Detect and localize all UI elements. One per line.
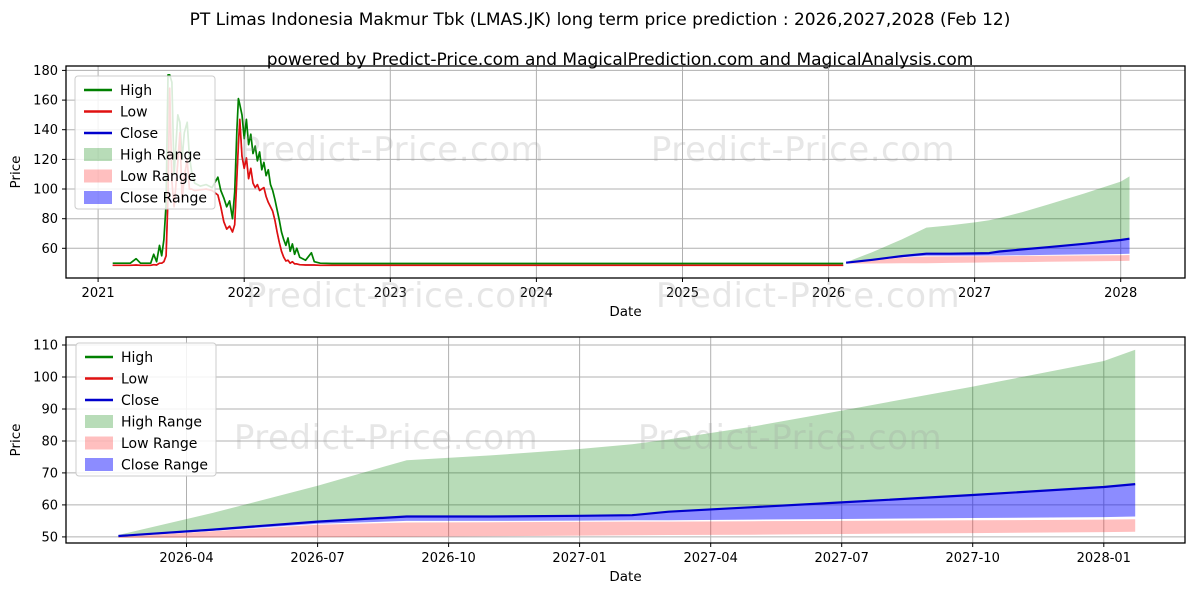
y-tick-label: 140 xyxy=(33,123,58,138)
figure-title: PT Limas Indonesia Makmur Tbk (LMAS.JK) … xyxy=(189,10,1011,30)
x-tick-label: 2026-07 xyxy=(290,551,344,566)
y-tick-label: 160 xyxy=(33,94,58,109)
high-range-area xyxy=(118,349,1136,536)
gridlines xyxy=(66,66,1185,278)
y-tick-label: 120 xyxy=(33,153,58,168)
y-tick-label: 90 xyxy=(41,403,58,418)
x-tick-label: 2023 xyxy=(374,286,407,301)
plot-border xyxy=(65,336,1186,544)
legend-box xyxy=(75,342,217,477)
prediction-detail-chart: 2026-04 2026-07 2026-10 2027-01 2027-04 2027-… xyxy=(8,336,1186,585)
x-tick-label: 2021 xyxy=(82,286,115,301)
y-tick-label: 100 xyxy=(33,371,58,386)
tick-labels: 2021 2022 2023 2024 2025 2026 2027 2028 60 80 100 1… xyxy=(33,64,1137,301)
x-tick-label: 2027-10 xyxy=(946,551,1000,566)
y-tick-label: 70 xyxy=(41,466,58,481)
legend-label: Low xyxy=(121,372,149,388)
x-axis-label: Date xyxy=(609,569,641,585)
legend-label: Close Range xyxy=(120,191,207,207)
legend: High Low Close High Range Low Range Close Ran… xyxy=(75,342,217,477)
close-range-area xyxy=(118,484,1136,537)
legend-patch-swatch xyxy=(84,169,112,183)
legend-patch-swatch xyxy=(84,191,112,204)
high-line xyxy=(112,74,844,265)
legend-label: High Range xyxy=(121,415,202,431)
x-tick-label: 2027 xyxy=(958,286,991,301)
x-tick-label: 2026-10 xyxy=(421,551,475,566)
y-tick-label: 80 xyxy=(41,435,58,450)
axis-ticks xyxy=(62,69,1122,282)
y-tick-label: 60 xyxy=(41,498,58,513)
gridlines xyxy=(66,337,1185,543)
legend-label: Low Range xyxy=(121,436,197,452)
x-tick-label: 2025 xyxy=(666,286,699,301)
y-tick-label: 50 xyxy=(41,530,58,545)
full-history-with-prediction-chart: 2021 2022 2023 2024 2025 2026 2027 2028 60 80 100 1… xyxy=(8,64,1186,320)
x-tick-label: 2027-04 xyxy=(684,551,738,566)
plot-border xyxy=(65,65,1186,279)
legend-box xyxy=(74,75,216,210)
x-tick-label: 2022 xyxy=(228,286,261,301)
x-tick-label: 2028 xyxy=(1104,286,1137,301)
x-tick-label: 2028-01 xyxy=(1077,551,1131,566)
low-range-area xyxy=(118,519,1136,538)
close-range-area xyxy=(846,238,1130,263)
low-range-area xyxy=(846,255,1130,264)
x-tick-label: 2027-01 xyxy=(552,551,606,566)
x-axis-label: Date xyxy=(609,304,641,320)
tick-labels: 2026-04 2026-07 2026-10 2027-01 2027-04 2027-… xyxy=(33,339,1131,567)
legend-label: High Range xyxy=(120,148,201,164)
legend-label: Close Range xyxy=(121,458,208,474)
y-tick-label: 80 xyxy=(41,212,58,227)
legend-patch-swatch xyxy=(84,148,112,161)
y-tick-label: 110 xyxy=(33,339,58,354)
y-tick-label: 180 xyxy=(33,64,58,79)
legend-label: Low xyxy=(120,105,148,121)
legend-label: High xyxy=(120,83,152,99)
legend-label: Close xyxy=(120,126,158,142)
y-tick-label: 100 xyxy=(33,183,58,198)
legend-patch-swatch xyxy=(85,415,113,428)
legend-patch-swatch xyxy=(85,458,113,471)
close-prediction-line xyxy=(845,237,1130,264)
x-tick-label: 2026 xyxy=(812,286,845,301)
x-tick-label: 2027-07 xyxy=(815,551,869,566)
x-tick-label: 2026-04 xyxy=(159,551,213,566)
legend-patch-swatch xyxy=(85,436,113,450)
y-tick-label: 60 xyxy=(41,242,58,257)
axis-ticks xyxy=(62,344,1105,547)
legend-label: Close xyxy=(121,393,159,409)
legend-label: Low Range xyxy=(120,169,196,185)
close-prediction-line xyxy=(118,483,1136,538)
y-axis-label: Price xyxy=(8,424,24,457)
high-range-area xyxy=(846,176,1130,263)
figure-subtitle: powered by Predict-Price.com and Magical… xyxy=(266,50,974,70)
legend-label: High xyxy=(121,350,153,366)
legend: High Low Close High Range Low Range Close Ran… xyxy=(74,75,216,210)
y-axis-label: Price xyxy=(8,156,24,189)
x-tick-label: 2024 xyxy=(520,286,553,301)
